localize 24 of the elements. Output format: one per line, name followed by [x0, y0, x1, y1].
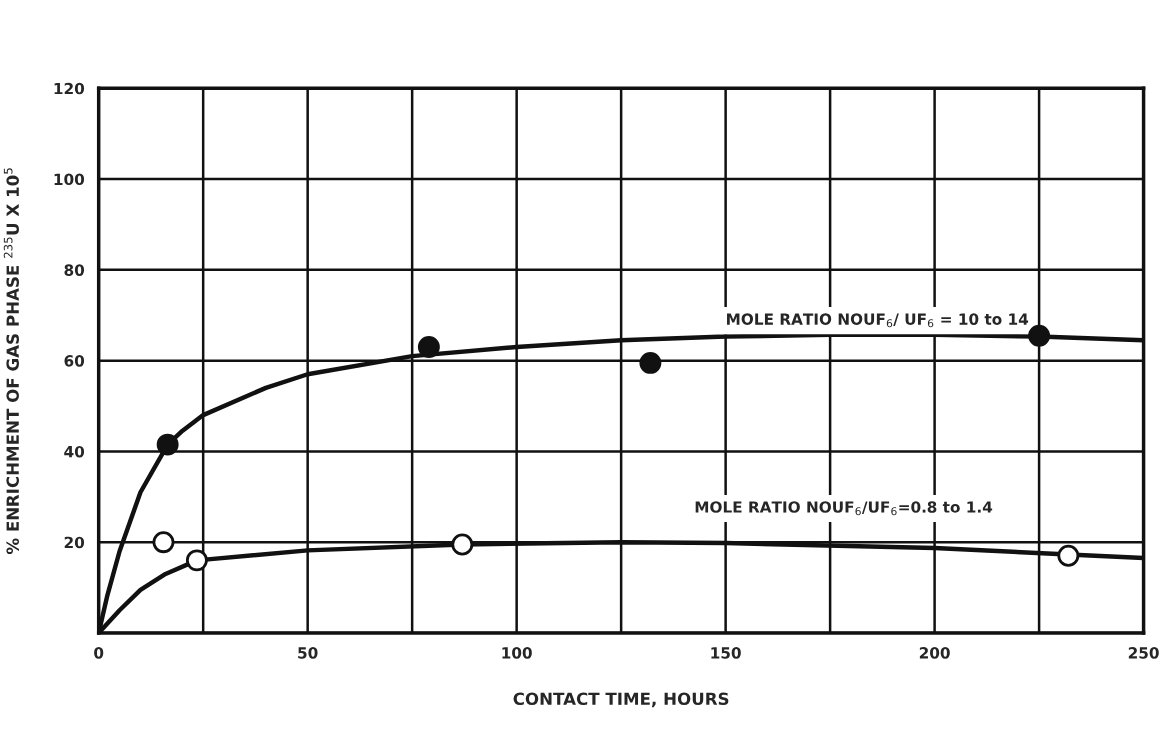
point [451, 533, 474, 556]
x-axis-title: CONTACT TIME, HOURS [513, 692, 729, 708]
series-label: MOLE RATIO NOUF$_{6}$/UF$_{6}$=0.8 to 1.4 [695, 501, 993, 516]
series-label: MOLE RATIO NOUF$_{6}$/ UF$_{6}$ = 10 to 14 [727, 313, 1029, 328]
point [417, 336, 440, 358]
x-tick-label: 0 [94, 647, 104, 659]
y-axis-title: % ENRICHMENT OF GAS PHASE $^{235}$U X 10$^{5}$ [3, 168, 19, 555]
point [1028, 324, 1051, 347]
y-tick-label: 80 [64, 264, 85, 276]
y-tick-label: 120 [54, 82, 85, 95]
y-tick-label: 40 [64, 445, 85, 458]
y-tick-label: 60 [64, 355, 85, 367]
point [185, 549, 208, 572]
point [639, 351, 662, 374]
x-tick-label: 200 [919, 647, 950, 659]
x-tick-label: 150 [711, 647, 741, 659]
point [152, 531, 175, 554]
x-tick-label: 100 [502, 647, 532, 659]
y-tick-label: 100 [54, 173, 85, 186]
y-tick-label: 20 [64, 536, 85, 549]
x-tick-label: 250 [1128, 647, 1159, 659]
point [156, 433, 179, 456]
point [1057, 544, 1080, 567]
x-tick-label: 50 [298, 647, 318, 659]
